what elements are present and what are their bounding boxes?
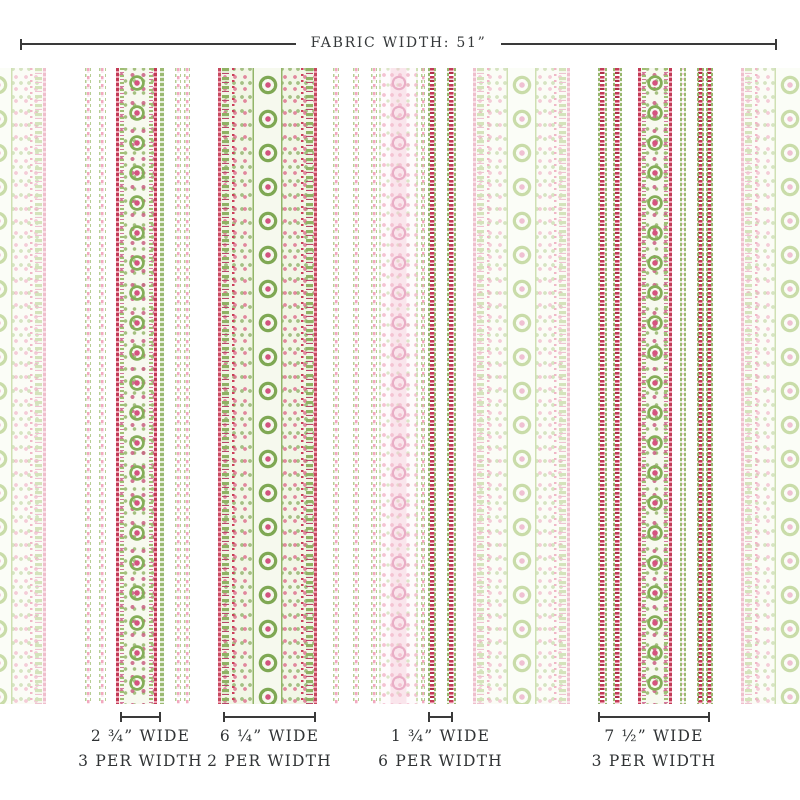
fabric-stripe-thin-berry [706, 68, 713, 704]
fabric-stripe-thin-berry [697, 68, 704, 704]
measure-bracket [223, 712, 316, 722]
fabric-stripe-thin-pink [99, 68, 106, 704]
ruler-right-line [501, 43, 776, 45]
fabric-stripe-thin-pink [421, 68, 425, 704]
fabric-stripe-wide-light [741, 68, 800, 704]
measure-count-text: 2 PER WIDTH [207, 752, 332, 770]
measure-label: 1 ¾” WIDE 6 PER WIDTH [378, 724, 503, 774]
fabric-stripe-paisley-bold [116, 68, 157, 704]
measure-label: 7 ½” WIDE 3 PER WIDTH [592, 724, 717, 774]
fabric-stripe-floral-light [379, 68, 418, 704]
measure-count-text: 3 PER WIDTH [591, 752, 717, 770]
fabric-stripe-thin-green [160, 68, 164, 704]
fabric-stripe-wide-light [473, 68, 570, 704]
ruler-left-line [22, 43, 296, 45]
fabric-stripe-thin-pink [184, 68, 190, 704]
fabric-swatch [0, 68, 800, 704]
ruler-left-tick [20, 38, 22, 50]
fabric-stripe-thin-green [680, 68, 686, 704]
fabric-stripe-thin-pink [371, 68, 377, 704]
fabric-stripe-thin-berry [613, 68, 622, 704]
fabric-stripe-thin-berry [598, 68, 607, 704]
measure-width-text: 1 ¾” WIDE [390, 727, 491, 745]
fabric-width-label: FABRIC WIDTH: 51” [310, 35, 487, 51]
measure-bracket [598, 712, 710, 722]
measure-bracket [428, 712, 453, 722]
measure-count-text: 3 PER WIDTH [78, 752, 203, 770]
measure-width-text: 7 ½” WIDE [604, 727, 704, 745]
fabric-stripe-thin-pink [353, 68, 359, 704]
fabric-stripe-wide-light [0, 68, 46, 704]
fabric-stripe-thin-pink [85, 68, 91, 704]
fabric-stripe-paisley-bold [638, 68, 672, 704]
measure-width-text: 2 ¾” WIDE [90, 727, 191, 745]
fabric-width-ruler: FABRIC WIDTH: 51” [20, 35, 778, 51]
measure-label: 6 ¼” WIDE 2 PER WIDTH [207, 724, 332, 774]
measure-width-text: 6 ¼” WIDE [219, 727, 320, 745]
ruler-right-tick [775, 38, 778, 50]
measure-bracket [120, 712, 161, 722]
fabric-stripe-thin-pink [175, 68, 181, 704]
measure-count-text: 6 PER WIDTH [378, 752, 503, 770]
fabric-stripe-wide-bold [218, 68, 317, 704]
fabric-stripe-thin-berry [428, 68, 436, 704]
measure-label: 2 ¾” WIDE 3 PER WIDTH [78, 724, 203, 774]
fabric-stripe-thin-berry [447, 68, 456, 704]
fabric-stripe-thin-pink [333, 68, 339, 704]
